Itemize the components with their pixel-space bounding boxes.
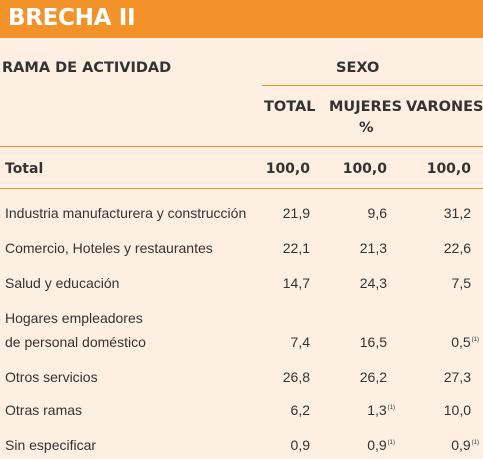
cell-varones: 100,0 <box>426 161 471 177</box>
row-label: Total <box>5 161 44 177</box>
header-unit: % <box>359 120 374 136</box>
cell-mujeres: 9,6 <box>367 205 387 221</box>
footnote-marker: (1) <box>471 337 479 343</box>
cell-varones: 0,5(1) <box>451 334 479 350</box>
banner: BRECHA II <box>0 0 483 38</box>
footnote-marker: (1) <box>471 440 479 446</box>
row-label: Sin especificar <box>5 437 97 453</box>
cell-varones: 10,0 <box>443 402 471 418</box>
cell-total: 0,9 <box>290 437 310 453</box>
cell-total: 26,8 <box>282 369 310 385</box>
cell-total: 100,0 <box>265 161 310 177</box>
row-label: Comercio, Hoteles y restaurantes <box>5 240 213 256</box>
row-label: Industria manufacturera y construcción <box>5 205 247 221</box>
footnote-marker: (1) <box>387 440 395 446</box>
banner-title: BRECHA II <box>8 5 136 31</box>
cell-varones: 31,2 <box>443 205 471 221</box>
footnote-marker: (1) <box>387 405 395 411</box>
table-panel <box>0 38 483 459</box>
cell-varones: 0,9(1) <box>451 437 479 453</box>
header-varones: VARONES <box>406 99 483 115</box>
cell-mujeres: 1,3(1) <box>367 402 395 418</box>
cell-varones: 27,3 <box>443 369 471 385</box>
cell-mujeres: 16,5 <box>359 334 387 350</box>
header-mujeres: MUJERES <box>329 99 403 115</box>
cell-mujeres: 26,2 <box>359 369 387 385</box>
cell-mujeres: 0,9(1) <box>367 437 395 453</box>
row-label: Otras ramas <box>5 402 83 418</box>
cell-total: 22,1 <box>282 240 310 256</box>
header-rama: RAMA DE ACTIVIDAD <box>2 60 172 76</box>
row-label-line2: de personal doméstico <box>5 334 146 350</box>
header-bottom-rule <box>0 146 483 147</box>
cell-total: 21,9 <box>282 205 310 221</box>
row-label: Otros servicios <box>5 369 98 385</box>
cell-mujeres: 21,3 <box>359 240 387 256</box>
cell-total: 14,7 <box>282 275 310 291</box>
header-total: TOTAL <box>264 99 316 115</box>
cell-total: 6,2 <box>290 402 310 418</box>
header-divider <box>262 85 483 86</box>
header-sexo: SEXO <box>336 60 380 76</box>
row-label-line1: Hogares empleadores <box>5 310 143 326</box>
cell-varones: 7,5 <box>451 275 471 291</box>
total-row-rule <box>0 188 483 189</box>
cell-total: 7,4 <box>290 334 310 350</box>
cell-mujeres: 24,3 <box>359 275 387 291</box>
cell-varones: 22,6 <box>443 240 471 256</box>
row-label: Salud y educación <box>5 275 120 291</box>
cell-mujeres: 100,0 <box>342 161 387 177</box>
